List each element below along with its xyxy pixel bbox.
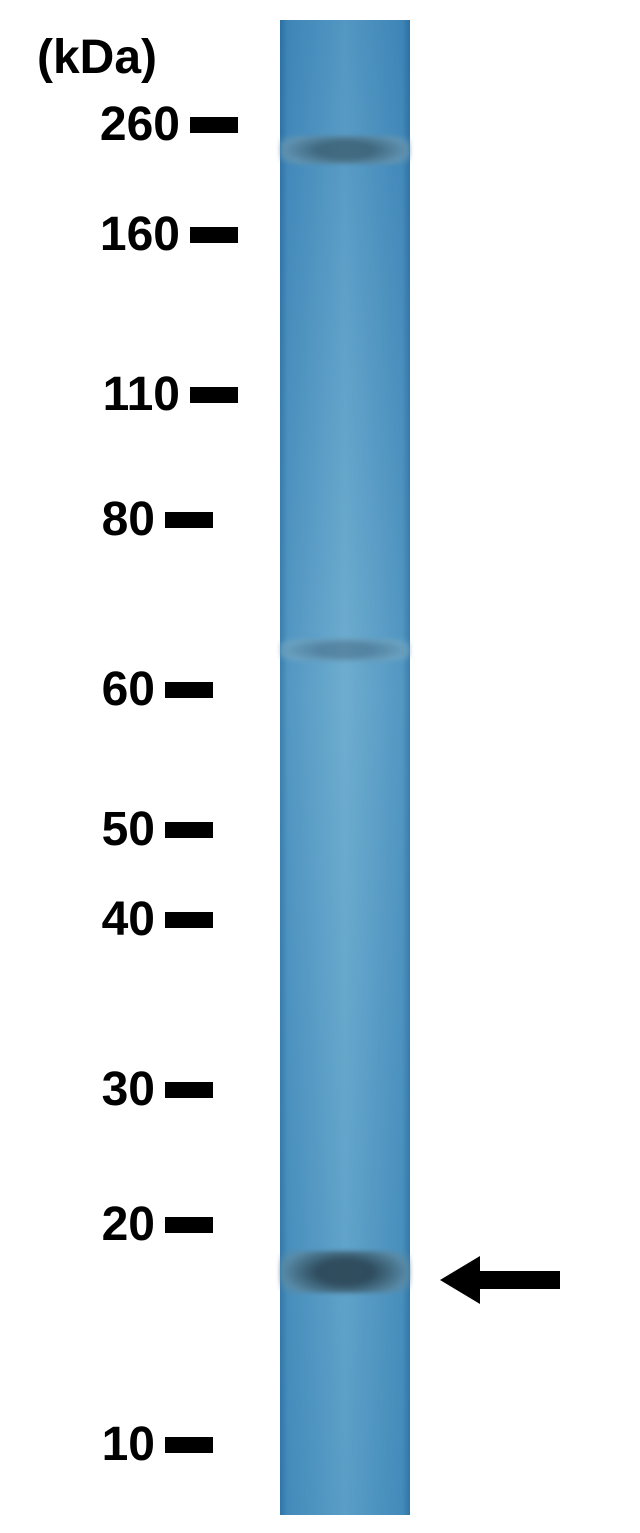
unit-label: (kDa): [37, 30, 157, 85]
marker-label: 80: [102, 492, 155, 547]
marker-label: 50: [102, 802, 155, 857]
blot-figure: (kDa) 260 160 110 80 60 50 40 30 20 10: [0, 0, 640, 1533]
arrow-shaft: [480, 1271, 560, 1289]
marker-tick: [190, 117, 238, 133]
marker-label: 30: [102, 1062, 155, 1117]
marker-label: 60: [102, 662, 155, 717]
marker-label: 260: [100, 97, 180, 152]
marker-tick: [165, 682, 213, 698]
arrow-head-icon: [440, 1256, 480, 1304]
marker-tick: [165, 1082, 213, 1098]
blot-band: [280, 136, 410, 164]
marker-label: 160: [100, 207, 180, 262]
marker-label: 40: [102, 892, 155, 947]
marker-label: 10: [102, 1417, 155, 1472]
blot-band: [280, 1251, 410, 1293]
marker-tick: [165, 1437, 213, 1453]
blot-lane: [280, 20, 410, 1515]
blot-band: [280, 639, 410, 661]
marker-tick: [165, 512, 213, 528]
marker-label: 110: [103, 367, 180, 422]
marker-tick: [190, 227, 238, 243]
marker-label: 20: [102, 1197, 155, 1252]
target-band-arrow: [440, 1256, 560, 1304]
marker-tick: [165, 822, 213, 838]
marker-tick: [190, 387, 238, 403]
marker-tick: [165, 912, 213, 928]
marker-tick: [165, 1217, 213, 1233]
